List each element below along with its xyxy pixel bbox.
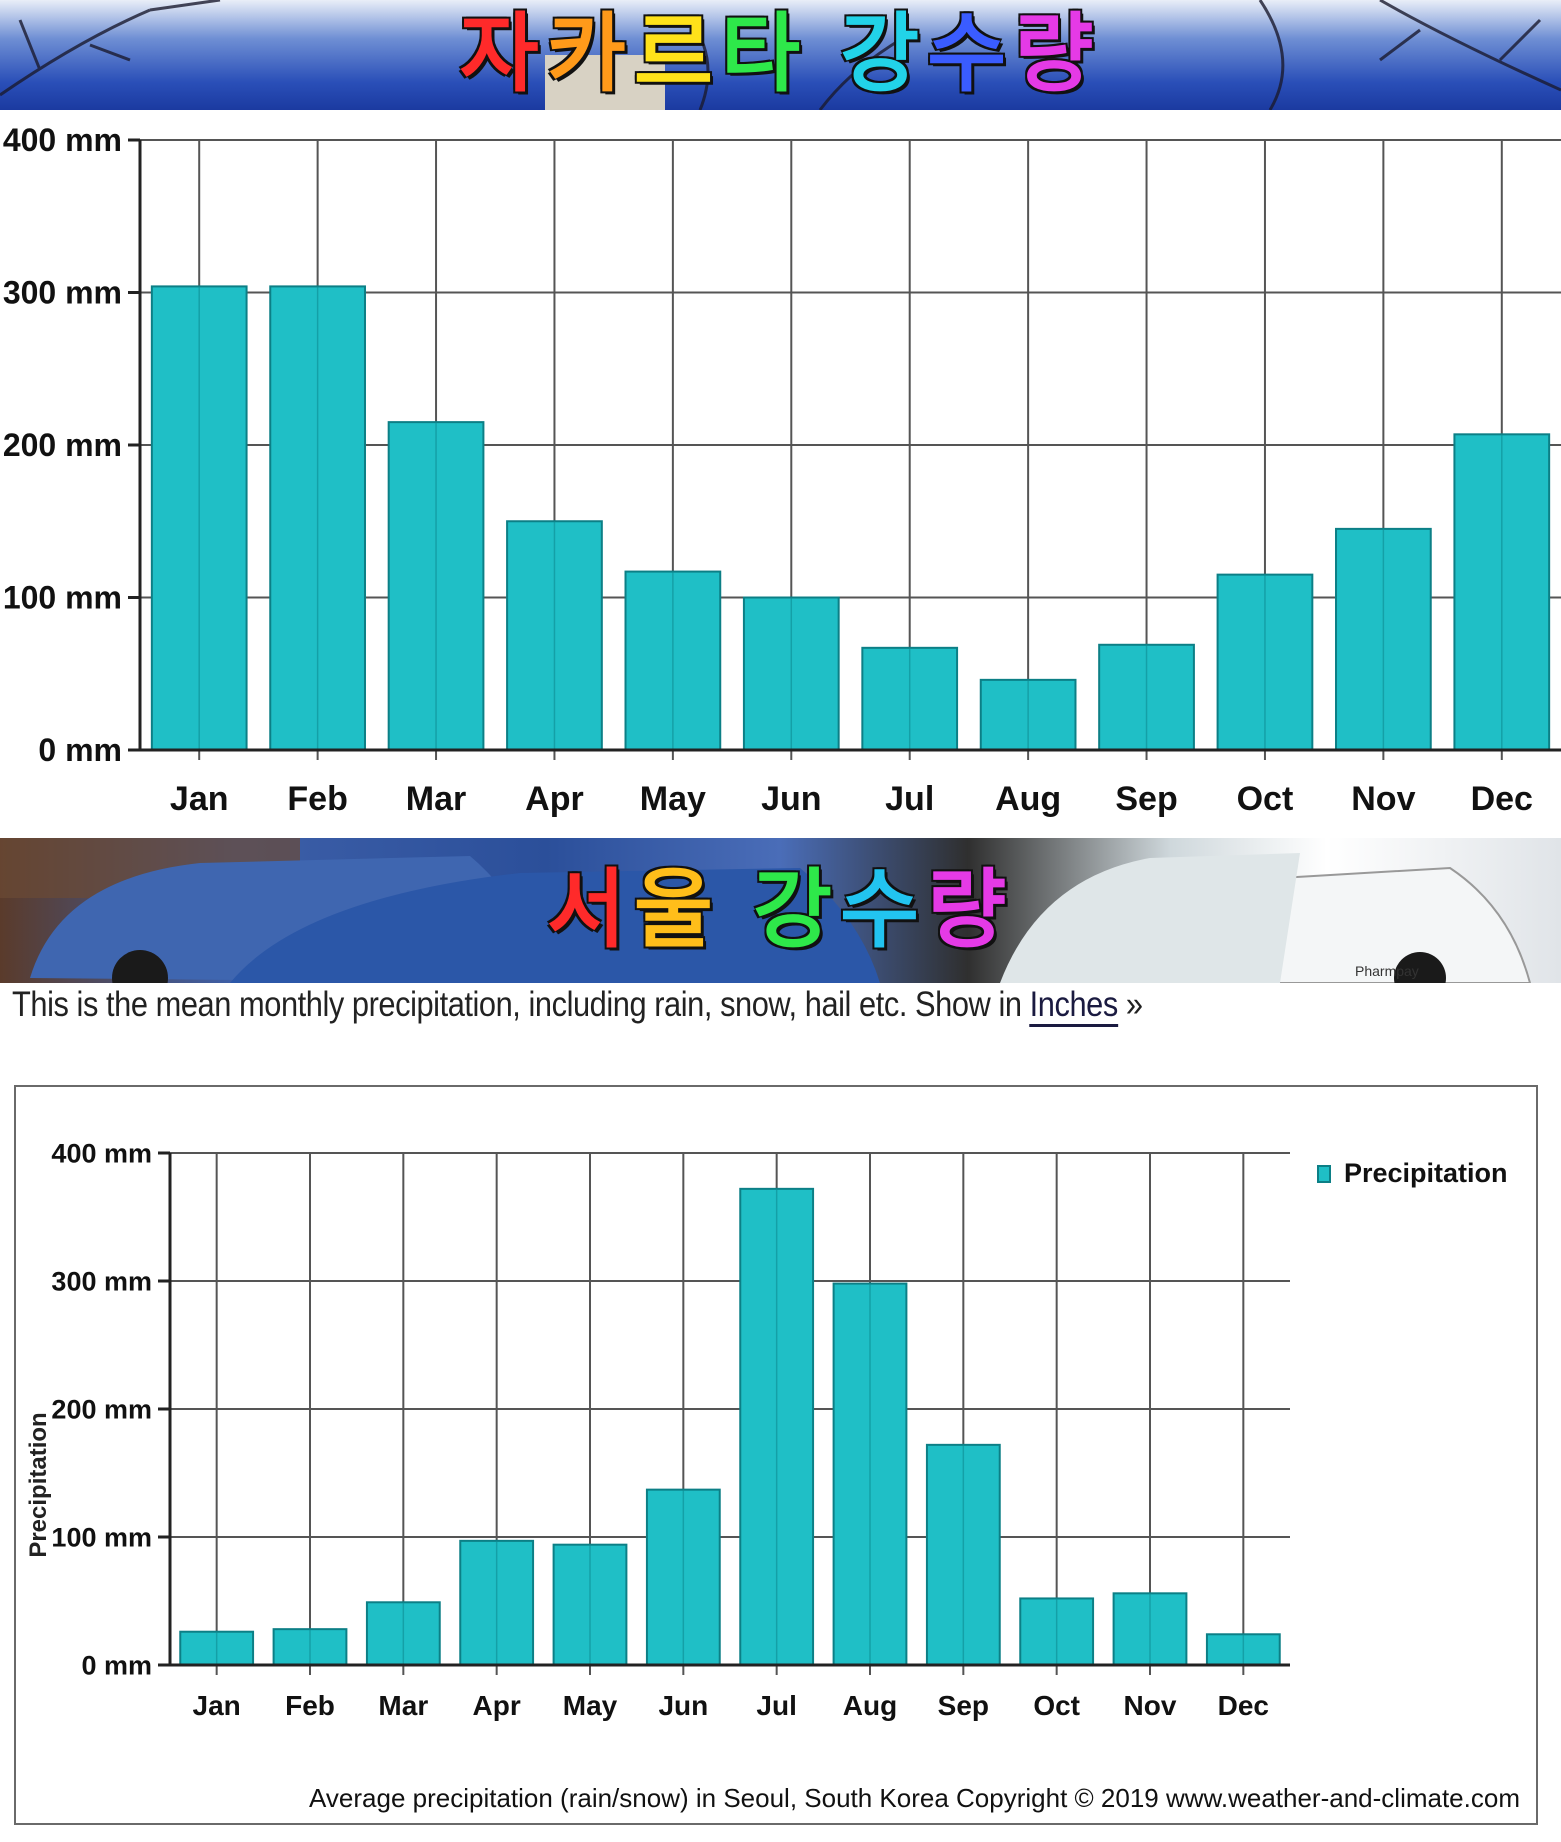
tree-branches-decoration (0, 0, 1561, 110)
seoul-title-char (721, 860, 753, 960)
x-tick-label: Sep (938, 1690, 989, 1721)
jakarta-title-char: 르 (633, 6, 721, 102)
y-tick-label: 100 mm (51, 1522, 152, 1552)
seoul-precipitation-chart: 0 mm 100 mm 200 mm 300 mm 400 mm Jan Feb Mar Ap… (25, 1138, 1520, 1813)
chart-footer: Average precipitation (rain/snow) in Seo… (309, 1783, 1520, 1813)
x-tick-label: Jul (756, 1690, 796, 1721)
x-tick-label: Jan (193, 1690, 241, 1721)
y-tick-label: 200 mm (51, 1394, 152, 1424)
x-tick-labels: Jan Feb Mar Apr May Jun Jul Aug Sep Oct Nov Dec (193, 1690, 1269, 1721)
x-tick-labels: Jan Feb Mar Apr May Jun Jul Aug Sep Oct Nov Dec (170, 780, 1533, 818)
x-tick-label: Aug (843, 1690, 897, 1721)
y-axis-label: Precipitation (25, 1412, 52, 1557)
seoul-title-char: 서 (546, 862, 634, 958)
seoul-title-char: 강 (752, 862, 841, 958)
legend-swatch (1317, 1165, 1331, 1183)
seoul-title-char: 울 (633, 862, 721, 958)
seoul-title-char: 수 (840, 862, 928, 958)
y-tick-label: 400 mm (51, 1138, 152, 1168)
jakarta-title-char: 수 (927, 6, 1015, 102)
x-tick-label: Mar (406, 780, 466, 818)
y-tick-label: 400 mm (3, 122, 122, 158)
x-tick-label: Dec (1471, 780, 1533, 818)
y-tick-labels: 0 mm 100 mm 200 mm 300 mm 400 mm (51, 1138, 152, 1680)
x-tick-label: Nov (1124, 1690, 1177, 1721)
x-tick-label: May (563, 1690, 618, 1721)
description-text: This is the mean monthly precipitation, … (12, 985, 1022, 1024)
description-line: This is the mean monthly precipitation, … (12, 985, 1143, 1027)
y-tick-labels: 0 mm 100 mm 200 mm 300 mm 400 mm (3, 122, 122, 768)
y-tick-label: 200 mm (3, 427, 122, 463)
legend: Precipitation (1317, 1158, 1508, 1188)
jakarta-title-char (808, 4, 840, 104)
jakarta-title-banner: 자카르타 강수량 (0, 0, 1561, 110)
parked-cars-photo: Pharmpay (0, 838, 1532, 983)
y-tick-label: 0 mm (81, 1650, 152, 1680)
chart-bars (179, 1187, 1281, 1667)
y-tick-label: 300 mm (3, 275, 122, 311)
jakarta-precipitation-chart: 0 mm 100 mm 200 mm 300 mm 400 mm Jan Feb Mar Ap… (3, 122, 1561, 818)
seoul-title: 서울 강수량 (0, 860, 1561, 960)
jakarta-title-char: 량 (1014, 6, 1102, 102)
x-tick-label: Sep (1115, 780, 1177, 818)
x-tick-label: Jun (658, 1690, 708, 1721)
jakarta-title-char: 타 (720, 6, 809, 102)
jakarta-title-char: 카 (546, 6, 634, 102)
x-tick-label: Jul (885, 780, 934, 818)
legend-label: Precipitation (1344, 1158, 1508, 1188)
x-tick-label: Mar (378, 1690, 428, 1721)
x-tick-label: Oct (1033, 1690, 1080, 1721)
jakarta-title-char: 자 (459, 6, 547, 102)
x-tick-label: Aug (995, 780, 1061, 818)
inches-link[interactable]: Inches (1029, 985, 1118, 1027)
chart-axes (158, 1151, 1290, 1667)
x-tick-label: Oct (1237, 780, 1294, 818)
y-tick-label: 300 mm (51, 1266, 152, 1296)
x-tick-label: Apr (473, 1690, 521, 1721)
seoul-title-banner: Pharmpay 서울 강수량 (0, 838, 1561, 983)
x-tick-label: Feb (287, 780, 347, 818)
chart-bars (150, 285, 1551, 752)
building-decoration (545, 55, 665, 110)
chart-axes (128, 138, 1561, 752)
x-tick-label: Dec (1218, 1690, 1269, 1721)
jakarta-title: 자카르타 강수량 (0, 4, 1561, 104)
y-tick-label: 0 mm (38, 732, 122, 768)
seoul-title-char: 량 (927, 862, 1015, 958)
jakarta-title-char: 강 (840, 6, 928, 102)
car-label: Pharmpay (1355, 963, 1419, 979)
x-tick-label: May (640, 780, 706, 818)
x-tick-label: Apr (525, 780, 584, 818)
x-tick-label: Jun (761, 780, 821, 818)
x-tick-label: Feb (285, 1690, 335, 1721)
description-suffix: » (1117, 985, 1143, 1024)
x-tick-label: Nov (1351, 780, 1415, 818)
y-tick-label: 100 mm (3, 580, 122, 616)
x-tick-label: Jan (170, 780, 229, 818)
